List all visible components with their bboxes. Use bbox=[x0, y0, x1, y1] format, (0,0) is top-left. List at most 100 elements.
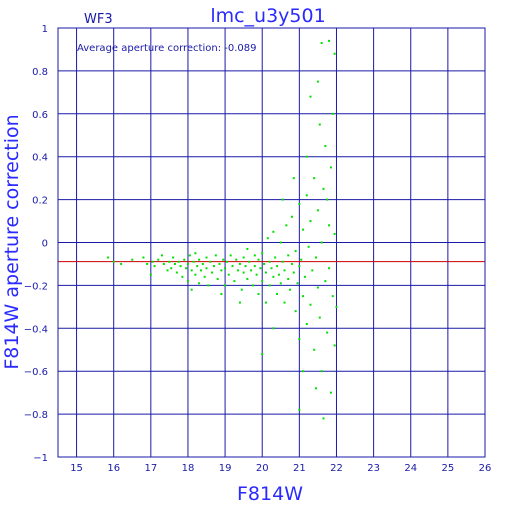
data-point bbox=[292, 177, 295, 180]
x-tick-label: 22 bbox=[330, 463, 343, 474]
data-point bbox=[277, 273, 280, 276]
data-point bbox=[279, 282, 282, 285]
data-point bbox=[283, 269, 286, 272]
x-tick-label: 18 bbox=[182, 463, 195, 474]
data-point bbox=[198, 258, 201, 261]
data-point bbox=[220, 292, 223, 295]
data-point bbox=[242, 256, 245, 259]
data-point bbox=[320, 42, 323, 45]
points-layer bbox=[107, 39, 338, 420]
data-point bbox=[303, 275, 306, 278]
x-tick-label: 23 bbox=[367, 463, 380, 474]
data-point bbox=[309, 220, 312, 223]
data-point bbox=[322, 417, 325, 420]
data-point bbox=[212, 265, 215, 268]
data-point bbox=[313, 177, 316, 180]
data-point bbox=[149, 273, 152, 276]
data-point bbox=[261, 280, 264, 283]
data-point bbox=[244, 265, 247, 268]
data-point bbox=[246, 247, 249, 250]
data-point bbox=[292, 271, 295, 274]
y-tick-label: −0.8 bbox=[24, 410, 48, 421]
data-point bbox=[328, 39, 331, 42]
data-point bbox=[199, 269, 202, 272]
data-point bbox=[259, 267, 262, 270]
data-point bbox=[309, 95, 312, 98]
data-point bbox=[322, 187, 325, 190]
data-point bbox=[331, 112, 334, 115]
x-axis-label: F814W bbox=[237, 483, 303, 505]
data-point bbox=[329, 166, 332, 169]
data-point bbox=[205, 267, 208, 270]
data-point bbox=[298, 202, 301, 205]
x-tick-label: 24 bbox=[404, 463, 417, 474]
x-tick-label: 26 bbox=[479, 463, 492, 474]
data-point bbox=[331, 295, 334, 298]
data-point bbox=[261, 353, 264, 356]
data-point bbox=[203, 275, 206, 278]
data-point bbox=[329, 391, 332, 394]
data-point bbox=[324, 280, 327, 283]
data-point bbox=[248, 260, 251, 263]
data-point bbox=[333, 52, 336, 55]
data-point bbox=[185, 267, 188, 270]
panel-label: WF3 bbox=[84, 12, 113, 27]
data-point bbox=[166, 269, 169, 272]
data-point bbox=[112, 260, 115, 263]
data-point bbox=[290, 215, 293, 218]
data-point bbox=[224, 284, 227, 287]
data-point bbox=[296, 282, 299, 285]
data-point bbox=[179, 265, 182, 268]
data-point bbox=[316, 209, 319, 212]
data-point bbox=[294, 250, 297, 253]
data-point bbox=[311, 269, 314, 272]
data-point bbox=[209, 260, 212, 263]
data-point bbox=[160, 254, 163, 257]
data-point bbox=[177, 260, 180, 263]
average-annotation: Average aperture correction: -0.089 bbox=[77, 43, 257, 54]
y-tick-label: 1 bbox=[42, 24, 48, 35]
data-point bbox=[324, 144, 327, 147]
data-point bbox=[253, 265, 256, 268]
data-point bbox=[294, 310, 297, 313]
data-point bbox=[281, 260, 284, 263]
data-point bbox=[257, 292, 260, 295]
data-point bbox=[218, 262, 221, 265]
data-point bbox=[316, 80, 319, 83]
data-point bbox=[205, 256, 208, 259]
data-point bbox=[253, 254, 256, 257]
data-point bbox=[162, 262, 165, 265]
data-point bbox=[233, 280, 236, 283]
data-point bbox=[146, 262, 149, 265]
data-point bbox=[298, 338, 301, 341]
data-point bbox=[268, 260, 271, 263]
x-tick-label: 16 bbox=[107, 463, 120, 474]
data-point bbox=[318, 123, 321, 126]
data-point bbox=[170, 267, 173, 270]
data-point bbox=[131, 258, 134, 261]
data-point bbox=[315, 387, 318, 390]
data-point bbox=[263, 262, 266, 265]
data-point bbox=[142, 256, 145, 259]
data-point bbox=[181, 275, 184, 278]
data-point bbox=[198, 282, 201, 285]
data-point bbox=[320, 241, 323, 244]
data-point bbox=[302, 370, 305, 373]
data-point bbox=[257, 258, 260, 261]
data-point bbox=[270, 267, 273, 270]
data-point bbox=[172, 256, 175, 259]
data-point bbox=[231, 265, 234, 268]
data-point bbox=[287, 254, 290, 257]
data-point bbox=[305, 155, 308, 158]
y-tick-label: 0 bbox=[42, 239, 48, 250]
data-point bbox=[175, 271, 178, 274]
data-point bbox=[235, 258, 238, 261]
data-point bbox=[220, 269, 223, 272]
data-point bbox=[281, 198, 284, 201]
data-point bbox=[120, 262, 123, 265]
data-point bbox=[272, 230, 275, 233]
data-point bbox=[289, 288, 292, 291]
x-tick-label: 21 bbox=[293, 463, 306, 474]
data-point bbox=[227, 273, 230, 276]
y-axis-label: F814W aperture correction bbox=[1, 114, 23, 369]
